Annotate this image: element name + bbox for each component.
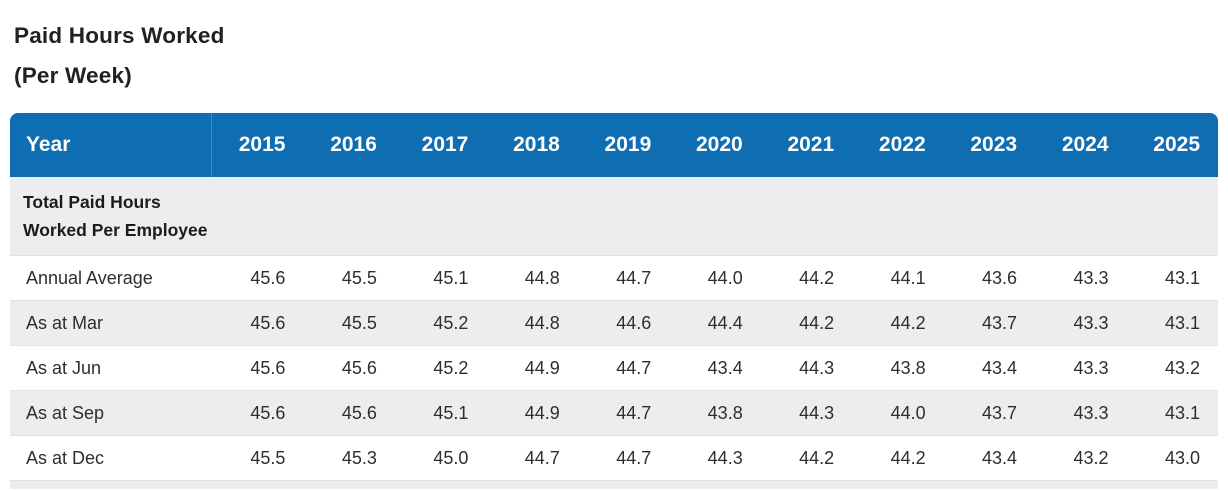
cell-value: 45.5 — [303, 300, 395, 345]
paid-hours-table: Year 2015 2016 2017 2018 2019 2020 2021 … — [10, 113, 1218, 480]
cell-value: 43.1 — [1126, 300, 1218, 345]
cell-value: 43.2 — [1035, 435, 1127, 480]
cell-value: 43.0 — [1126, 435, 1218, 480]
cell-value: 43.1 — [1126, 390, 1218, 435]
cell-value: 45.6 — [212, 345, 304, 390]
column-header-2024: 2024 — [1035, 113, 1127, 177]
cell-value: 44.2 — [852, 300, 944, 345]
table-row-as-at-dec: As at Dec 45.5 45.3 45.0 44.7 44.7 44.3 … — [10, 435, 1218, 480]
cell-value: 45.2 — [394, 300, 487, 345]
cell-value: 44.7 — [577, 255, 670, 300]
column-header-2018: 2018 — [486, 113, 578, 177]
next-row-cutoff — [10, 480, 1218, 489]
cell-value: 44.7 — [577, 345, 670, 390]
row-label: Annual Average — [10, 255, 212, 300]
row-label: As at Dec — [10, 435, 212, 480]
table-row-annual-average: Annual Average 45.6 45.5 45.1 44.8 44.7 … — [10, 255, 1218, 300]
cell-value: 43.3 — [1035, 300, 1127, 345]
page-title: Paid Hours Worked (Per Week) — [14, 16, 1214, 96]
cell-value: 44.9 — [486, 345, 578, 390]
cell-value: 43.4 — [669, 345, 761, 390]
cell-value: 44.2 — [760, 435, 853, 480]
cell-value: 43.8 — [852, 345, 944, 390]
cell-value: 44.0 — [669, 255, 761, 300]
page-title-line2: (Per Week) — [14, 63, 132, 88]
paid-hours-table-container: Year 2015 2016 2017 2018 2019 2020 2021 … — [10, 113, 1218, 480]
cell-value: 45.0 — [394, 435, 487, 480]
cell-value: 45.3 — [303, 435, 395, 480]
section-header-label: Total Paid Hours Worked Per Employee — [10, 177, 1218, 255]
cell-value: 44.3 — [669, 435, 761, 480]
cell-value: 45.6 — [212, 390, 304, 435]
column-header-2021: 2021 — [760, 113, 853, 177]
cell-value: 43.7 — [943, 300, 1036, 345]
section-label-line2: Worked Per Employee — [23, 220, 208, 240]
cell-value: 43.4 — [943, 435, 1036, 480]
cell-value: 44.8 — [486, 255, 578, 300]
column-header-2016: 2016 — [303, 113, 395, 177]
cell-value: 44.2 — [760, 255, 853, 300]
cell-value: 45.6 — [212, 300, 304, 345]
cell-value: 43.3 — [1035, 345, 1127, 390]
column-header-2022: 2022 — [852, 113, 944, 177]
cell-value: 45.1 — [394, 255, 487, 300]
section-header-row: Total Paid Hours Worked Per Employee — [10, 177, 1218, 255]
cell-value: 44.6 — [577, 300, 670, 345]
cell-value: 43.8 — [669, 390, 761, 435]
cell-value: 45.2 — [394, 345, 487, 390]
column-header-2020: 2020 — [669, 113, 761, 177]
column-header-2023: 2023 — [943, 113, 1036, 177]
cell-value: 43.7 — [943, 390, 1036, 435]
cell-value: 43.1 — [1126, 255, 1218, 300]
cell-value: 43.3 — [1035, 255, 1127, 300]
column-header-2015: 2015 — [212, 113, 304, 177]
cell-value: 44.2 — [852, 435, 944, 480]
cell-value: 45.6 — [212, 255, 304, 300]
cell-value: 44.7 — [577, 390, 670, 435]
table-row-as-at-mar: As at Mar 45.6 45.5 45.2 44.8 44.6 44.4 … — [10, 300, 1218, 345]
cell-value: 43.6 — [943, 255, 1036, 300]
cell-value: 43.3 — [1035, 390, 1127, 435]
page-title-line1: Paid Hours Worked — [14, 23, 225, 48]
cell-value: 45.5 — [212, 435, 304, 480]
cell-value: 43.4 — [943, 345, 1036, 390]
row-label: As at Jun — [10, 345, 212, 390]
cell-value: 44.4 — [669, 300, 761, 345]
row-label: As at Sep — [10, 390, 212, 435]
table-row-as-at-sep: As at Sep 45.6 45.6 45.1 44.9 44.7 43.8 … — [10, 390, 1218, 435]
cell-value: 44.2 — [760, 300, 853, 345]
section-label-line1: Total Paid Hours — [23, 192, 161, 212]
cell-value: 44.0 — [852, 390, 944, 435]
column-header-2017: 2017 — [394, 113, 487, 177]
row-label: As at Mar — [10, 300, 212, 345]
column-header-2019: 2019 — [577, 113, 670, 177]
column-header-2025: 2025 — [1126, 113, 1218, 177]
cell-value: 44.7 — [577, 435, 670, 480]
column-header-year: Year — [10, 113, 212, 177]
cell-value: 43.2 — [1126, 345, 1218, 390]
table-row-as-at-jun: As at Jun 45.6 45.6 45.2 44.9 44.7 43.4 … — [10, 345, 1218, 390]
cell-value: 44.3 — [760, 390, 853, 435]
cell-value: 45.6 — [303, 345, 395, 390]
cell-value: 44.9 — [486, 390, 578, 435]
cell-value: 44.7 — [486, 435, 578, 480]
table-header-row: Year 2015 2016 2017 2018 2019 2020 2021 … — [10, 113, 1218, 177]
cell-value: 45.5 — [303, 255, 395, 300]
cell-value: 44.8 — [486, 300, 578, 345]
cell-value: 44.3 — [760, 345, 853, 390]
cell-value: 44.1 — [852, 255, 944, 300]
cell-value: 45.6 — [303, 390, 395, 435]
cell-value: 45.1 — [394, 390, 487, 435]
